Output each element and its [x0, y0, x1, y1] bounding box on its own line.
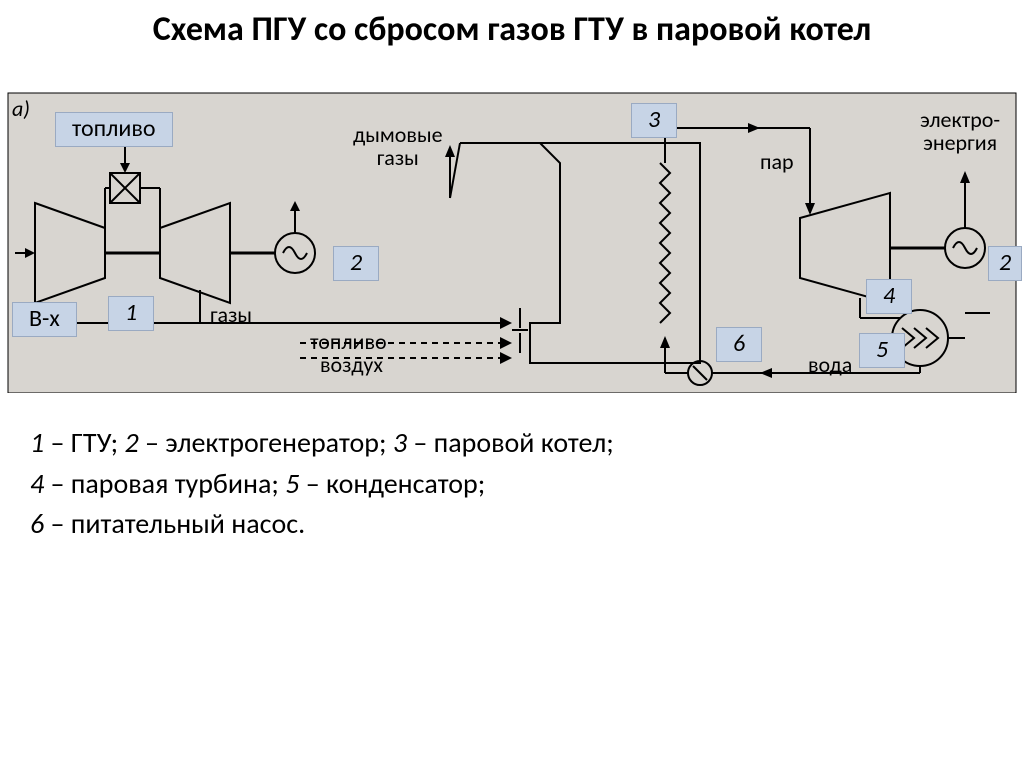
label-steam: пар	[760, 148, 794, 175]
label-gases: газы	[210, 301, 252, 328]
callout-2-right: 2	[988, 246, 1022, 281]
label-water: вода	[808, 351, 852, 378]
label-air: воздух	[320, 351, 383, 378]
legend-line-1: 1 – ГТУ; 2 – электрогенератор; 3 – паров…	[30, 423, 994, 464]
callout-5: 5	[859, 333, 905, 368]
callout-6: 6	[716, 327, 762, 362]
callout-3: 3	[631, 103, 677, 138]
callout-2-left: 2	[333, 246, 379, 281]
callout-4: 4	[866, 279, 912, 314]
callout-air-short: В-х	[12, 302, 77, 337]
callout-fuel: топливо	[55, 112, 173, 147]
legend: 1 – ГТУ; 2 – электрогенератор; 3 – паров…	[0, 393, 1024, 545]
callout-1: 1	[108, 296, 154, 331]
label-side-letter: а)	[12, 95, 30, 122]
page-title: Схема ПГУ со сбросом газов ГТУ в паровой…	[0, 0, 1024, 53]
schematic-diagram: а) дымовыегазы пар электро-энергия газы …	[0, 53, 1024, 393]
label-flue-gases: дымовыегазы	[353, 123, 443, 169]
legend-line-3: 6 – питательный насос.	[30, 504, 994, 545]
label-electricity: электро-энергия	[920, 108, 1000, 154]
legend-line-2: 4 – паровая турбина; 5 – конденсатор;	[30, 464, 994, 505]
